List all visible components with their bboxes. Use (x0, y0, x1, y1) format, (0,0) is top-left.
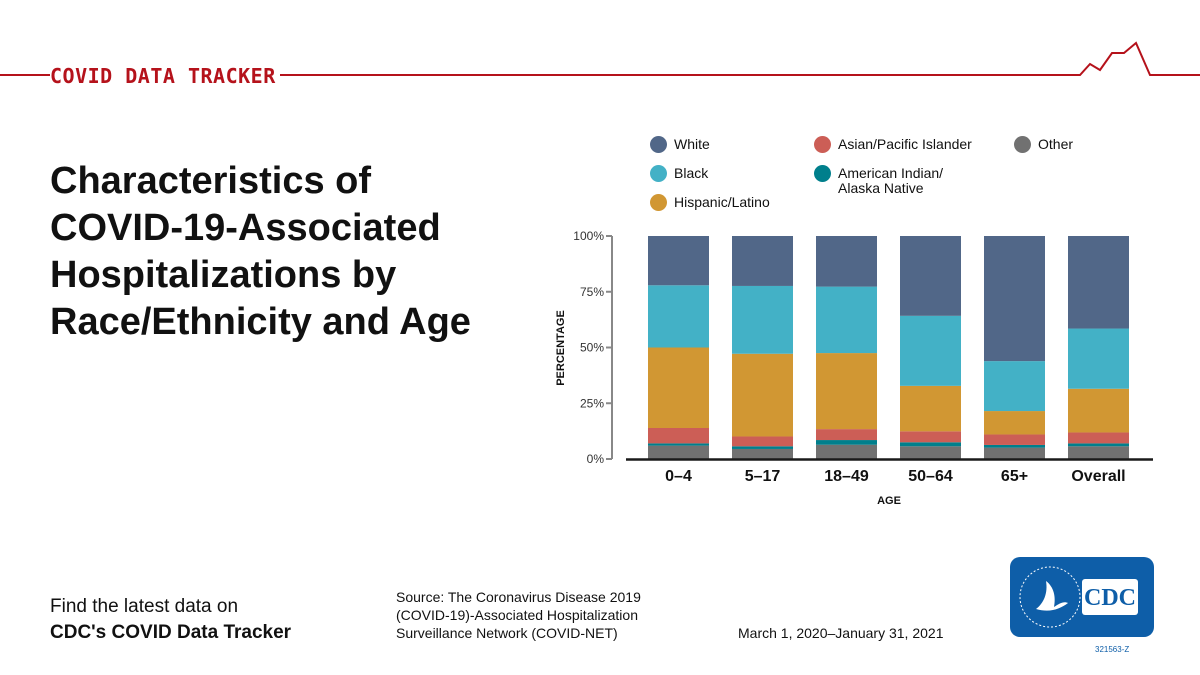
bar-segment (984, 236, 1045, 362)
bar-segment (1068, 328, 1129, 389)
bar-segment (1068, 432, 1129, 444)
legend-swatch (650, 165, 667, 182)
logo-text: CDC (1084, 585, 1136, 611)
bar-segment (984, 447, 1045, 459)
y-tick-label: 75% (580, 285, 604, 299)
doc-code: 321563-Z (1095, 645, 1130, 654)
bar-segment (816, 444, 877, 459)
legend-swatch (814, 165, 831, 182)
bar-segment (1068, 388, 1129, 433)
bar-segment (900, 446, 961, 459)
bar-segment (732, 448, 793, 459)
bar-segment (732, 353, 793, 437)
tracker-link-text[interactable]: CDC's COVID Data Tracker (50, 622, 292, 643)
bar-segment (648, 445, 709, 459)
bar-segment (900, 442, 961, 447)
source-note: Source: The Coronavirus Disease 2019 (CO… (396, 589, 641, 641)
bar-segment (984, 411, 1045, 435)
bar-segment (648, 285, 709, 348)
date-range: March 1, 2020–January 31, 2021 (738, 625, 944, 641)
x-tick-label: 5–17 (745, 468, 781, 485)
header-line (0, 41, 1200, 76)
bar-segment (648, 428, 709, 444)
bar-segment (732, 236, 793, 286)
legend-label: Other (1038, 136, 1074, 152)
bar-segment (732, 436, 793, 447)
legend-label: White (674, 136, 710, 152)
find-text: Find the latest data on (50, 596, 239, 617)
bar-segment (732, 446, 793, 449)
legend-swatch (1014, 136, 1031, 153)
y-tick-label: 100% (573, 229, 604, 243)
legend-label: Black (674, 165, 709, 181)
legend-label: American Indian/ Alaska Native (838, 165, 944, 196)
tracker-link[interactable]: Find the latest data on CDC's COVID Data… (50, 594, 291, 646)
bar-segment (900, 315, 961, 386)
bar-segment (900, 431, 961, 443)
legend-label: Hispanic/Latino (674, 194, 770, 210)
legend-label: Asian/Pacific Islander (838, 136, 972, 152)
bar-segment (1068, 443, 1129, 447)
bar-segment (816, 353, 877, 430)
x-tick-label: 0–4 (665, 468, 692, 485)
y-tick-label: 0% (587, 452, 605, 466)
bar-segment (1068, 236, 1129, 329)
hhs-eagle-icon: CDC (1019, 566, 1138, 628)
x-tick-label: 50–64 (908, 468, 953, 485)
bar-segment (900, 236, 961, 316)
y-axis-title: PERCENTAGE (555, 310, 567, 386)
bar-segment (900, 385, 961, 432)
legend-swatch (814, 136, 831, 153)
x-axis-title: AGE (877, 495, 901, 507)
bar-segment (816, 286, 877, 354)
cdc-logo: CDC (1010, 557, 1154, 637)
bar-segment (984, 444, 1045, 448)
legend-swatch (650, 136, 667, 153)
brand-title: COVID DATA TRACKER (50, 64, 280, 88)
bar-segment (984, 434, 1045, 445)
x-tick-label: Overall (1071, 468, 1125, 485)
bar-segment (816, 236, 877, 287)
bar-segment (648, 347, 709, 429)
legend-swatch (650, 194, 667, 211)
stacked-bar-chart: 0% 25% 50% 75% 100% 0–4 5–17 18–49 50–64 65+ Overa… (555, 229, 1153, 507)
page-title: Characteristics of COVID-19-Associated H… (50, 160, 471, 343)
bar-segment (1068, 446, 1129, 459)
bar-segment (732, 285, 793, 354)
y-tick-label: 50% (580, 341, 604, 355)
bar-segment (984, 361, 1045, 412)
bar-segment (816, 429, 877, 441)
x-tick-label: 18–49 (824, 468, 869, 485)
x-tick-label: 65+ (1001, 468, 1028, 485)
y-tick-label: 25% (580, 396, 604, 410)
bar-segment (648, 443, 709, 446)
bar-segment (648, 236, 709, 286)
bar-segment (816, 440, 877, 445)
